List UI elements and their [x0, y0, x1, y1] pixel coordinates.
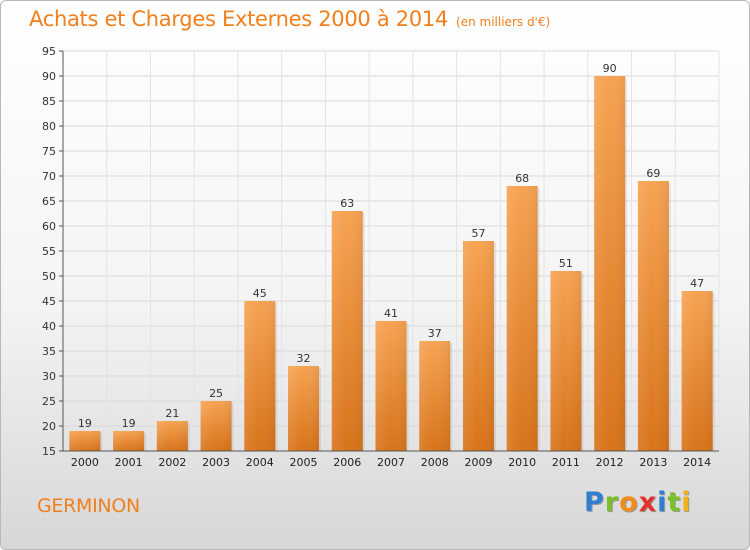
chart-title: Achats et Charges Externes 2000 à 2014 (e… [29, 7, 550, 31]
bar-highlight [594, 76, 626, 451]
x-tick-label: 2006 [333, 456, 361, 469]
y-tick-label: 70 [42, 170, 56, 183]
bar-value-label: 63 [340, 197, 354, 210]
chart-subtitle: (en milliers d'€) [456, 15, 551, 29]
logo-letter: P [584, 487, 605, 518]
y-tick-label: 60 [42, 220, 56, 233]
y-tick-label: 40 [42, 320, 56, 333]
logo-letter: t [667, 487, 682, 518]
bar-value-label: 45 [253, 287, 267, 300]
bar-highlight [462, 241, 494, 451]
bar-value-label: 90 [603, 62, 617, 75]
bar-highlight [637, 181, 669, 451]
bar-highlight [681, 291, 713, 451]
x-tick-label: 2003 [202, 456, 230, 469]
bar-highlight [550, 271, 582, 451]
logo-letter: x [638, 487, 658, 518]
logo-letter: i [657, 487, 668, 518]
x-tick-label: 2010 [508, 456, 536, 469]
x-tick-label: 2005 [290, 456, 318, 469]
y-tick-label: 95 [42, 45, 56, 58]
y-tick-label: 80 [42, 120, 56, 133]
bar-value-label: 47 [690, 277, 704, 290]
bar-value-label: 51 [559, 257, 573, 270]
proxiti-logo: Proxiti [584, 487, 692, 518]
bar-value-label: 37 [428, 327, 442, 340]
bar-value-label: 19 [122, 417, 136, 430]
bar-highlight [288, 366, 320, 451]
bar-value-label: 25 [209, 387, 223, 400]
bar-highlight [156, 421, 188, 451]
logo-letter: o [619, 487, 639, 518]
commune-name: GERMINON [37, 495, 140, 517]
x-tick-label: 2008 [421, 456, 449, 469]
x-tick-label: 2004 [246, 456, 274, 469]
bar-value-label: 21 [165, 407, 179, 420]
chart-title-text: Achats et Charges Externes 2000 à 2014 [29, 7, 449, 31]
x-tick-label: 2000 [71, 456, 99, 469]
y-tick-label: 85 [42, 95, 56, 108]
logo-letter: r [604, 487, 620, 518]
y-tick-label: 25 [42, 395, 56, 408]
bar-value-label: 32 [297, 352, 311, 365]
bar-highlight [200, 401, 232, 451]
x-tick-label: 2001 [115, 456, 143, 469]
y-tick-label: 50 [42, 270, 56, 283]
x-tick-label: 2009 [464, 456, 492, 469]
bar-highlight [419, 341, 451, 451]
logo-letter: i [681, 487, 692, 518]
bar-value-label: 69 [646, 167, 660, 180]
x-tick-label: 2012 [596, 456, 624, 469]
y-tick-label: 30 [42, 370, 56, 383]
y-tick-label: 65 [42, 195, 56, 208]
y-tick-label: 35 [42, 345, 56, 358]
bar-value-label: 57 [471, 227, 485, 240]
y-tick-label: 15 [42, 445, 56, 458]
bar-highlight [69, 431, 101, 451]
bar-value-label: 19 [78, 417, 92, 430]
bar-highlight [375, 321, 407, 451]
x-tick-label: 2007 [377, 456, 405, 469]
y-tick-label: 90 [42, 70, 56, 83]
x-tick-label: 2013 [639, 456, 667, 469]
bar-highlight [331, 211, 363, 451]
x-tick-label: 2011 [552, 456, 580, 469]
x-tick-label: 2014 [683, 456, 711, 469]
y-tick-label: 55 [42, 245, 56, 258]
bar-highlight [506, 186, 538, 451]
bar-value-label: 68 [515, 172, 529, 185]
y-tick-label: 75 [42, 145, 56, 158]
bar-value-label: 41 [384, 307, 398, 320]
y-tick-label: 20 [42, 420, 56, 433]
x-tick-label: 2002 [158, 456, 186, 469]
bar-highlight [244, 301, 276, 451]
bar-highlight [113, 431, 145, 451]
y-tick-label: 45 [42, 295, 56, 308]
